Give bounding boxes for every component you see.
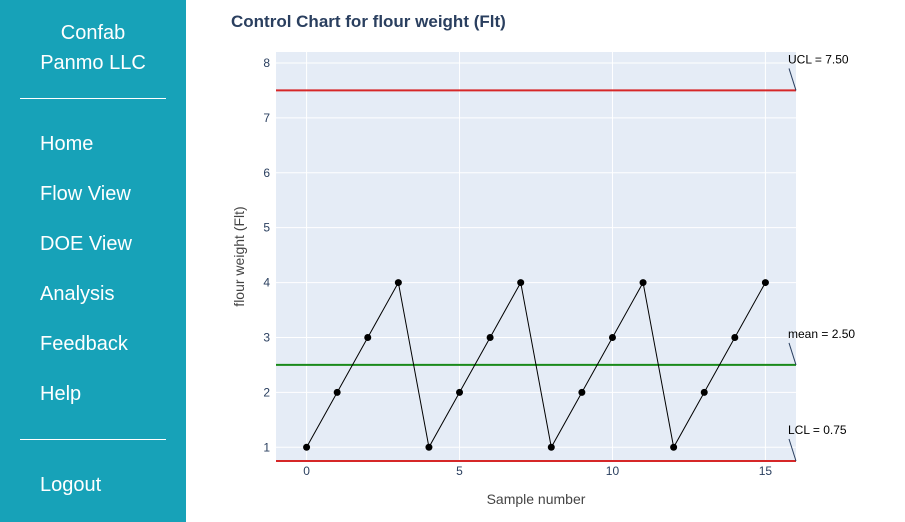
data-point[interactable] — [608, 333, 616, 341]
data-point[interactable] — [303, 443, 311, 451]
ucl-annotation-label: UCL = 7.50 — [788, 52, 849, 66]
sidebar-item-analysis[interactable]: Analysis — [40, 283, 115, 305]
lcl-annotation-arrow — [788, 438, 797, 462]
logout-link[interactable]: Logout — [40, 474, 102, 496]
sidebar: Confab Panmo LLC Home Flow View DOE View… — [0, 0, 186, 522]
reference-lines: UCL = 7.50 mean = 2.50 LCL = 0.75 — [276, 52, 855, 462]
y-tick-label: 4 — [263, 276, 270, 290]
y-tick-label: 7 — [263, 111, 270, 125]
data-point[interactable] — [547, 443, 555, 451]
control-chart[interactable]: UCL = 7.50 mean = 2.50 LCL = 0.75 1 2 3 4 5 6 7 8… — [186, 0, 905, 522]
sidebar-item-doe-view[interactable]: DOE View — [40, 233, 132, 255]
ucl-annotation-arrow — [788, 68, 797, 91]
grid-lines — [276, 52, 796, 461]
mean-annotation-label: mean = 2.50 — [788, 327, 855, 341]
y-tick-label: 2 — [263, 385, 270, 399]
data-point[interactable] — [364, 333, 372, 341]
y-tick-label: 1 — [263, 440, 270, 454]
main-content: Control Chart for flour weight (Flt) UCL… — [186, 0, 905, 522]
sidebar-item-home[interactable]: Home — [40, 133, 94, 155]
chart-title: Control Chart for flour weight (Flt) — [231, 12, 506, 31]
data-point[interactable] — [394, 279, 402, 287]
y-axis-label: flour weight (Flt) — [231, 206, 247, 306]
x-tick-label: 5 — [456, 464, 463, 478]
sidebar-item-help[interactable]: Help — [40, 383, 82, 405]
data-point[interactable] — [700, 388, 708, 396]
x-axis-label: Sample number — [487, 491, 586, 507]
x-tick-label: 15 — [759, 464, 773, 478]
data-point[interactable] — [517, 279, 525, 287]
brand-name: Confab — [60, 22, 126, 44]
brand-company: Panmo LLC — [40, 52, 146, 74]
axes: 1 2 3 4 5 6 7 8 0 5 10 15 — [263, 56, 772, 478]
data-point[interactable] — [425, 443, 433, 451]
data-point[interactable] — [578, 388, 586, 396]
plot-area — [276, 52, 796, 461]
data-point[interactable] — [486, 333, 494, 341]
sidebar-item-flow-view[interactable]: Flow View — [40, 183, 131, 205]
sidebar-divider-top — [20, 98, 166, 99]
y-tick-label: 8 — [263, 56, 270, 70]
data-point[interactable] — [333, 388, 341, 396]
series-line — [306, 281, 766, 449]
sidebar-divider-bottom — [20, 439, 166, 440]
data-point[interactable] — [761, 279, 769, 287]
y-tick-label: 5 — [263, 221, 270, 235]
data-series — [303, 279, 769, 451]
x-tick-label: 0 — [303, 464, 310, 478]
sidebar-item-feedback[interactable]: Feedback — [40, 333, 128, 355]
x-tick-label: 10 — [606, 464, 620, 478]
data-point[interactable] — [670, 443, 678, 451]
data-point[interactable] — [731, 333, 739, 341]
lcl-annotation-label: LCL = 0.75 — [788, 423, 847, 437]
mean-annotation-arrow — [788, 342, 797, 366]
y-tick-label: 6 — [263, 166, 270, 180]
y-tick-label: 3 — [263, 330, 270, 344]
data-point[interactable] — [456, 388, 464, 396]
data-point[interactable] — [639, 279, 647, 287]
brand: Confab Panmo LLC — [0, 18, 186, 78]
